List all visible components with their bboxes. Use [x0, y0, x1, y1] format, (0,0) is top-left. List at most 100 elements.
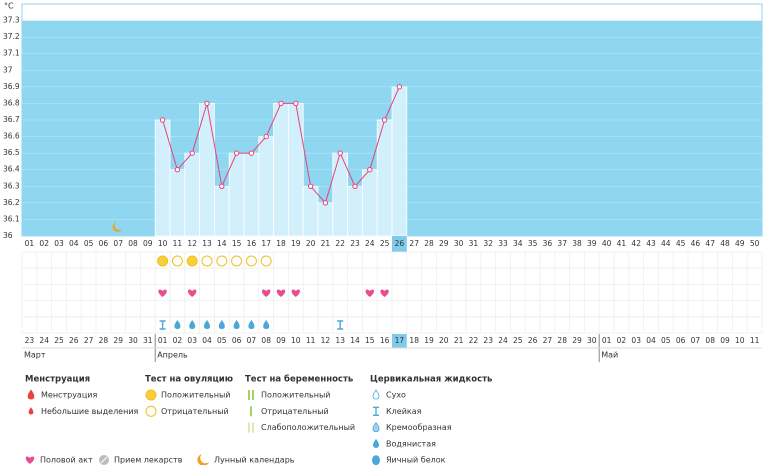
- date-label: 30: [587, 336, 597, 345]
- x-tick-label: 45: [676, 239, 686, 248]
- date-label: 27: [84, 336, 94, 345]
- x-tick-label: 02: [39, 239, 49, 248]
- x-tick-label: 13: [202, 239, 212, 248]
- y-tick-label: 36.8: [3, 98, 20, 107]
- temp-point: [219, 183, 225, 189]
- date-label: 16: [380, 336, 390, 345]
- x-tick-label: 36: [543, 239, 553, 248]
- x-tick-label: 05: [84, 239, 94, 248]
- legend-icon: [373, 406, 379, 416]
- x-tick-label: 50: [750, 239, 760, 248]
- temp-point: [396, 84, 403, 90]
- temp-point: [307, 183, 314, 189]
- date-label: 09: [276, 336, 286, 345]
- date-label: 10: [735, 336, 745, 345]
- date-label: 06: [232, 336, 242, 345]
- legend-icon: [25, 456, 35, 464]
- temp-bar: [273, 103, 289, 237]
- date-label: 05: [217, 336, 227, 345]
- y-tick-label: 36.2: [3, 198, 20, 207]
- date-label: 27: [543, 336, 553, 345]
- date-label: 13: [335, 336, 345, 345]
- legend-item: Отрицательный: [261, 407, 329, 416]
- x-tick-label: 33: [498, 239, 508, 248]
- x-tick-label: 49: [735, 239, 745, 248]
- date-label: 26: [69, 336, 79, 345]
- date-label: 31: [143, 336, 153, 345]
- date-label: 02: [173, 336, 183, 345]
- date-label: 01: [602, 336, 612, 345]
- date-label: 07: [691, 336, 701, 345]
- x-tick-label: 27: [409, 239, 419, 248]
- temp-point: [204, 100, 210, 107]
- x-tick-label: 04: [69, 239, 79, 248]
- date-label: 20: [439, 336, 449, 345]
- date-label: 23: [25, 336, 35, 345]
- temp-point: [278, 100, 284, 107]
- date-label: 11: [306, 336, 316, 345]
- intercourse-icon: [365, 289, 374, 297]
- legend-item: Положительный: [261, 391, 330, 400]
- y-tick-label: 36: [3, 231, 13, 240]
- intercourse-icon: [262, 289, 271, 297]
- x-tick-label: 01: [25, 239, 35, 248]
- x-tick-label: 12: [187, 239, 197, 248]
- x-tick-label: 37: [557, 239, 567, 248]
- legend-icon: [372, 421, 380, 433]
- temp-bar: [361, 169, 378, 237]
- x-tick-label: 32: [483, 239, 493, 248]
- date-label: 02: [617, 336, 627, 345]
- date-label: 04: [646, 336, 656, 345]
- y-tick-label: 37.3: [3, 16, 20, 25]
- legend-item: Яичный белок: [386, 456, 446, 465]
- legend-icon: [100, 456, 108, 464]
- x-tick-label: 25: [380, 239, 390, 248]
- x-tick-label: 41: [617, 239, 627, 248]
- y-tick-label: 36.9: [3, 82, 20, 91]
- date-label: 26: [528, 336, 538, 345]
- date-label: 01: [158, 336, 168, 345]
- temp-bar: [184, 152, 201, 237]
- date-label: 05: [661, 336, 671, 345]
- legend-icon: [372, 389, 380, 400]
- date-label: 15: [365, 336, 375, 345]
- x-tick-label: 18: [276, 239, 286, 248]
- y-tick-label: 36.6: [3, 132, 20, 141]
- legend-icon: [248, 390, 254, 400]
- y-tick-label: 36.5: [3, 148, 20, 157]
- legend-item: Слабоположительный: [261, 423, 355, 432]
- temp-bar: [287, 103, 304, 237]
- ovulation-test: [216, 255, 228, 267]
- ovulation-test: [201, 255, 213, 267]
- legend-icon: [372, 455, 380, 465]
- temp-point: [337, 150, 343, 156]
- fluid-icon: [337, 320, 344, 330]
- temp-point: [159, 117, 166, 123]
- temp-bar: [199, 103, 215, 237]
- x-tick-label: 46: [691, 239, 701, 248]
- date-label: 03: [631, 336, 641, 345]
- x-tick-label: 15: [232, 239, 242, 248]
- legend-item: Менструация: [41, 391, 97, 400]
- temp-bar: [391, 86, 408, 237]
- x-tick-label: 23: [350, 239, 360, 248]
- legend-item: Отрицательный: [161, 407, 229, 416]
- fluid-icon: [159, 320, 166, 330]
- ovulation-test: [231, 255, 243, 267]
- x-tick-label: 10: [158, 239, 168, 248]
- x-tick-label: 06: [99, 239, 109, 248]
- date-label: 29: [113, 336, 123, 345]
- temp-point: [352, 183, 358, 189]
- x-tick-label: 34: [513, 239, 523, 248]
- temp-bar: [347, 185, 363, 237]
- date-label: 28: [99, 336, 109, 345]
- fluid-icon: [263, 320, 270, 329]
- date-label: 04: [202, 336, 212, 345]
- date-label: 09: [720, 336, 730, 345]
- x-tick-label: 24: [365, 239, 375, 248]
- y-tick-label: 36.4: [3, 165, 20, 174]
- temp-point: [233, 150, 240, 156]
- y-tick-label: 36.7: [3, 115, 20, 124]
- y-tick-label: 37.1: [3, 49, 20, 58]
